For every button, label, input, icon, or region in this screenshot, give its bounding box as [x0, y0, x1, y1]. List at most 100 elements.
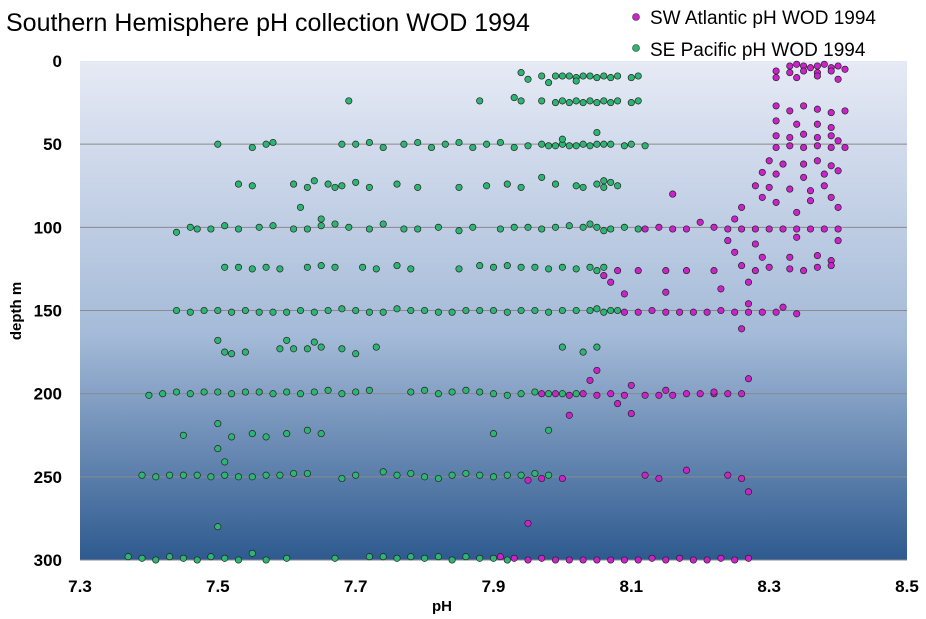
data-point	[331, 263, 339, 271]
data-point	[538, 173, 546, 181]
data-point	[290, 225, 298, 233]
data-point	[655, 474, 663, 483]
x-axis-label: pH	[432, 598, 452, 615]
data-point	[579, 390, 587, 398]
data-point	[565, 99, 573, 107]
data-point	[510, 554, 518, 562]
data-point	[407, 306, 415, 315]
data-point	[448, 471, 456, 479]
data-point	[290, 180, 298, 188]
data-point	[565, 411, 573, 419]
data-point	[503, 262, 511, 270]
data-point	[600, 272, 608, 280]
data-point	[421, 554, 429, 562]
data-point	[662, 386, 670, 394]
data-point	[296, 203, 305, 211]
data-point	[517, 183, 525, 191]
data-point	[262, 263, 270, 271]
data-point	[793, 310, 801, 318]
data-point	[827, 193, 835, 201]
data-point	[813, 62, 821, 70]
legend-label-se-pacific: SE Pacific pH WOD 1994	[650, 40, 866, 61]
data-point	[682, 390, 691, 398]
data-point	[179, 554, 187, 562]
data-point	[407, 265, 415, 273]
data-point	[331, 554, 339, 562]
data-point	[455, 227, 463, 235]
data-point	[262, 471, 270, 479]
data-point	[813, 157, 821, 165]
data-point	[407, 553, 415, 561]
data-point	[221, 348, 229, 356]
series-sw-atlantic	[496, 60, 849, 564]
legend-marker-se-pacific	[632, 44, 640, 52]
data-point	[738, 325, 746, 333]
data-point	[138, 554, 146, 562]
data-point	[441, 140, 449, 148]
data-point	[496, 225, 504, 233]
data-point	[538, 554, 546, 562]
data-point	[841, 107, 849, 115]
data-point	[758, 253, 766, 261]
data-point	[593, 391, 601, 399]
data-point	[607, 99, 615, 107]
data-point	[283, 388, 291, 396]
data-point	[744, 488, 753, 496]
data-point	[172, 228, 181, 236]
data-point	[152, 556, 160, 564]
data-point	[586, 72, 594, 80]
data-point	[786, 265, 794, 273]
data-point	[496, 138, 504, 147]
data-point	[489, 263, 498, 271]
data-point	[531, 388, 539, 396]
data-point	[234, 263, 243, 271]
data-point	[524, 223, 532, 231]
data-point	[276, 345, 284, 353]
data-point	[338, 182, 346, 190]
data-point	[269, 308, 277, 316]
data-point	[145, 391, 153, 399]
data-point	[620, 556, 628, 564]
data-point	[241, 388, 249, 396]
data-point	[600, 72, 608, 80]
data-point	[414, 183, 422, 191]
data-point	[703, 308, 711, 316]
y-tick-labels: 0 50 100 150 200 250 300	[34, 52, 62, 570]
data-point	[600, 227, 608, 235]
data-point	[462, 553, 470, 561]
data-point	[517, 69, 525, 77]
data-point	[793, 233, 801, 241]
data-point	[579, 183, 587, 191]
data-point	[455, 265, 463, 273]
data-point	[228, 433, 236, 441]
data-point	[627, 140, 635, 148]
data-point	[614, 400, 622, 408]
data-point	[221, 471, 229, 479]
data-point	[607, 390, 615, 398]
data-point	[345, 223, 353, 231]
data-point	[338, 140, 346, 148]
data-point	[607, 278, 615, 286]
data-point	[421, 386, 429, 394]
data-point	[565, 556, 573, 564]
data-point	[820, 182, 828, 190]
data-point	[331, 183, 339, 191]
data-point	[524, 556, 532, 564]
data-point	[545, 142, 553, 150]
data-point	[152, 473, 160, 481]
data-point	[765, 263, 773, 271]
data-point	[317, 343, 325, 351]
data-point	[793, 120, 801, 128]
series-se-pacific	[124, 69, 649, 564]
data-point	[551, 223, 560, 231]
data-point	[517, 306, 525, 315]
chart-title: Southern Hemisphere pH collection WOD 19…	[6, 9, 530, 37]
y-axis-label: depth m	[8, 282, 25, 340]
data-point	[462, 386, 470, 394]
data-point	[655, 391, 663, 399]
data-point	[558, 263, 566, 271]
data-point	[214, 140, 222, 148]
x-tick-label: 7.3	[68, 577, 92, 596]
data-point	[806, 197, 815, 205]
data-point	[634, 225, 642, 233]
